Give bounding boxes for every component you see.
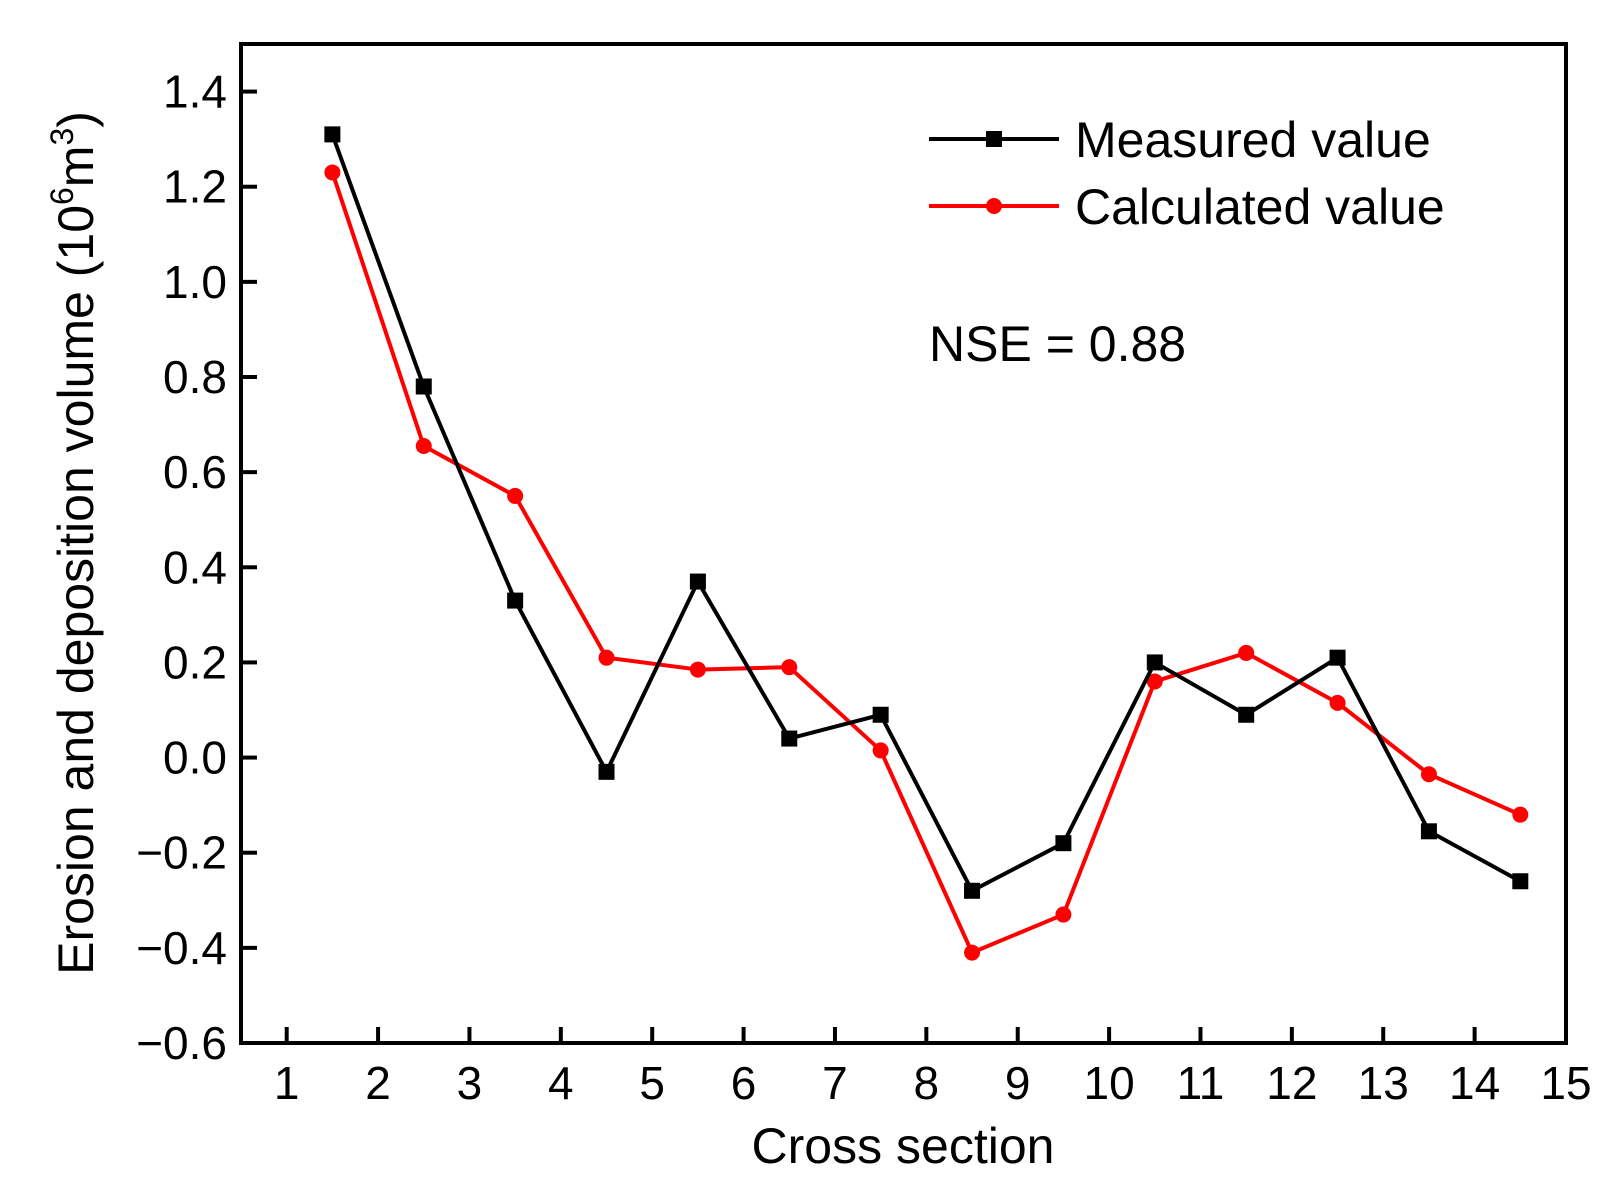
data-point-measured-value (872, 706, 889, 723)
x-tick-label: 6 (731, 1057, 757, 1109)
legend-label-measured: Measured value (1075, 112, 1431, 168)
data-point-measured-value (1420, 823, 1437, 840)
x-tick-label: 14 (1449, 1057, 1500, 1109)
data-point-calculated-value (324, 164, 341, 181)
data-point-measured-value (1146, 654, 1163, 671)
x-axis-title: Cross section (752, 1118, 1055, 1174)
x-tick-label: 5 (639, 1057, 665, 1109)
data-point-measured-value (1329, 649, 1346, 666)
y-tick-label: 0.0 (163, 732, 227, 784)
data-point-measured-value (689, 573, 706, 590)
x-tick-label: 3 (457, 1057, 483, 1109)
data-point-calculated-value (1512, 806, 1529, 823)
series-line-measured-value (330, 133, 1522, 893)
x-tick-label: 11 (1177, 1057, 1225, 1109)
series-layer (324, 126, 1529, 961)
data-point-calculated-value (689, 661, 706, 678)
data-point-measured-value (1512, 873, 1529, 890)
data-point-calculated-value (781, 659, 798, 676)
legend: Measured value Calculated value (929, 112, 1445, 235)
data-point-calculated-value (1329, 694, 1346, 711)
data-point-calculated-value (1420, 766, 1437, 783)
x-tick-label: 15 (1540, 1057, 1591, 1109)
x-tick-label: 4 (548, 1057, 574, 1109)
x-tick-label: 12 (1266, 1057, 1317, 1109)
y-axis-title-mid: m (48, 146, 104, 188)
legend-marker-calculated (986, 198, 1002, 214)
data-point-calculated-value (507, 487, 524, 504)
x-tick-label: 9 (1005, 1057, 1031, 1109)
data-point-calculated-value (1146, 673, 1163, 690)
data-point-calculated-value (964, 944, 981, 961)
x-tick-label: 8 (914, 1057, 940, 1109)
y-tick-label: −0.6 (136, 1017, 227, 1069)
data-point-measured-value (1238, 706, 1255, 723)
y-axis-title-end: ) (48, 111, 104, 128)
x-tick-label: 7 (822, 1057, 848, 1109)
y-axis-title-sup1: 6 (44, 187, 80, 205)
y-tick-label: 0.8 (163, 351, 227, 403)
y-axis-title-main: Erosion and deposition volume (10 (48, 205, 104, 975)
x-axis-ticks: 1 2 3 4 5 6 7 8 9 10 11 12 13 14 15 (274, 1027, 1592, 1109)
data-point-measured-value (507, 592, 524, 609)
data-point-calculated-value (598, 649, 615, 666)
nse-annotation: NSE = 0.88 (929, 316, 1186, 372)
y-tick-label: 0.6 (163, 446, 227, 498)
data-point-calculated-value (1055, 906, 1072, 923)
y-tick-label: 0.2 (163, 636, 227, 688)
x-tick-label: 13 (1358, 1057, 1409, 1109)
data-point-measured-value (781, 730, 798, 747)
y-tick-label: 1.2 (163, 161, 227, 213)
plot-frame (239, 42, 1568, 1045)
data-point-measured-value (1055, 835, 1072, 852)
data-point-measured-value (324, 126, 341, 143)
data-point-calculated-value (415, 437, 432, 454)
series-line-calculated-value (330, 171, 1522, 955)
data-point-measured-value (964, 882, 981, 899)
y-tick-label: 1.0 (163, 256, 227, 308)
y-axis-title: Erosion and deposition volume (106m3) (44, 111, 104, 975)
legend-label-calculated: Calculated value (1075, 179, 1445, 235)
data-point-calculated-value (1238, 644, 1255, 661)
y-axis-ticks: −0.6 −0.4 −0.2 0.0 0.2 0.4 0.6 0.8 1.0 1.2 1.4 (136, 66, 257, 1069)
data-point-measured-value (415, 378, 432, 395)
y-tick-label: −0.2 (136, 827, 227, 879)
x-tick-label: 10 (1084, 1057, 1135, 1109)
y-tick-label: −0.4 (136, 922, 227, 974)
data-point-measured-value (598, 763, 615, 780)
y-axis-title-sup2: 3 (44, 128, 80, 146)
x-tick-label: 1 (274, 1057, 300, 1109)
data-point-calculated-value (872, 742, 889, 759)
y-tick-label: 0.4 (163, 541, 227, 593)
y-tick-label: 1.4 (163, 66, 227, 118)
x-tick-label: 2 (365, 1057, 391, 1109)
legend-marker-measured (986, 131, 1002, 147)
